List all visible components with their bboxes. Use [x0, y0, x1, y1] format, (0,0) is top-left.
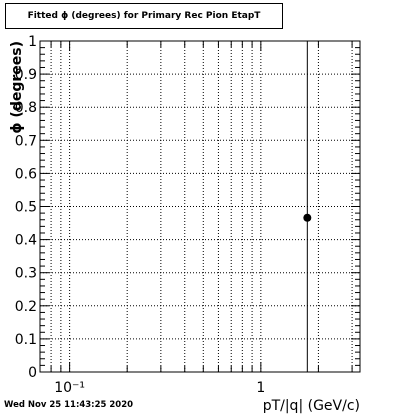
- y-tick-label: 0.4: [15, 233, 37, 249]
- data-points: [303, 41, 312, 372]
- y-tick-label: 0.9: [15, 67, 37, 83]
- timestamp: Wed Nov 25 11:43:25 2020: [4, 400, 134, 410]
- y-tick-labels: 0 0.1 0.2 0.3 0.4 0.5 0.6 0.7 0.8 0.9 1: [15, 34, 37, 381]
- x-tick-label: 10⁻¹: [54, 380, 85, 396]
- chart-title: Fitted ϕ (degrees) for Primary Rec Pion …: [5, 3, 283, 29]
- x-tick-labels: 10⁻¹ 1: [54, 380, 265, 396]
- x-tick-label: 1: [256, 380, 265, 396]
- y-tick-label: 0.6: [15, 166, 37, 182]
- data-point: [303, 213, 312, 222]
- y-tick-label: 0.5: [15, 200, 37, 216]
- y-axis-label: ϕ (degrees): [9, 41, 25, 134]
- y-tick-label: 0.1: [15, 332, 37, 348]
- grid-lines: [39, 41, 360, 372]
- y-tick-label: 0.8: [15, 100, 37, 116]
- x-axis-label: pT/|q| (GeV/c): [263, 398, 360, 414]
- y-tick-label: 0: [28, 365, 37, 381]
- y-tick-label: 1: [28, 34, 37, 50]
- y-tick-label: 0.3: [15, 266, 37, 282]
- axis-ticks: [39, 40, 360, 373]
- y-tick-label: 0.2: [15, 299, 37, 315]
- y-tick-label: 0.7: [15, 133, 37, 149]
